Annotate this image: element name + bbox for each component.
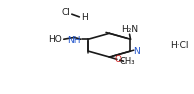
- Text: N: N: [133, 47, 140, 56]
- Text: CH₃: CH₃: [120, 57, 135, 66]
- Text: O: O: [114, 55, 121, 64]
- Text: H₂N: H₂N: [121, 25, 138, 34]
- Text: NH: NH: [67, 36, 81, 45]
- Text: Cl: Cl: [62, 8, 71, 17]
- Text: HO: HO: [48, 35, 62, 44]
- Text: H·Cl: H·Cl: [170, 41, 189, 50]
- Text: H: H: [81, 13, 88, 22]
